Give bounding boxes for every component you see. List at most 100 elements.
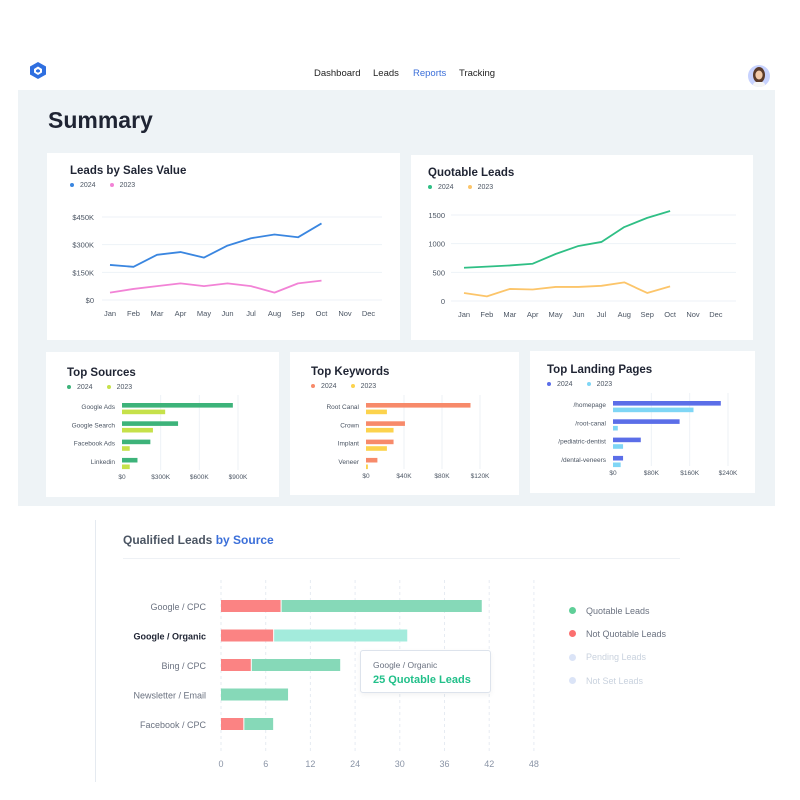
legend-item[interactable]: 2023 bbox=[106, 384, 133, 391]
x-tick-label: 0 bbox=[218, 759, 223, 769]
section-divider-vertical bbox=[95, 520, 96, 782]
tooltip-title: Google / Organic bbox=[373, 660, 438, 670]
line-chart-svg: 0 500 1000 1500 Jan Feb Mar Apr May Jun Jul Aug Sep O… bbox=[428, 210, 736, 319]
x-tick-label: Aug bbox=[618, 310, 631, 319]
x-tick-label: Apr bbox=[175, 309, 187, 318]
x-tick-label: $600K bbox=[190, 474, 209, 481]
title-part: Qualified Leads bbox=[123, 533, 216, 547]
quotable-leads-card: Quotable Leads 2024 2023 0 500 1000 1500 Jan Feb… bbox=[411, 155, 753, 340]
logo[interactable] bbox=[30, 62, 46, 79]
nav-leads[interactable]: Leads bbox=[373, 68, 399, 79]
bar-2023 bbox=[122, 464, 130, 470]
legend-label: 2024 bbox=[77, 384, 93, 391]
category-label: Google Search bbox=[72, 422, 116, 429]
legend-label: 2024 bbox=[80, 182, 96, 189]
legend-label: 2023 bbox=[119, 182, 136, 189]
x-tick-label: Mar bbox=[151, 309, 164, 318]
bar-2023 bbox=[366, 446, 387, 451]
bar-2024 bbox=[122, 439, 151, 445]
page-title: Summary bbox=[48, 107, 153, 133]
x-tick-label: Nov bbox=[686, 310, 700, 319]
category-label: Facebook Ads bbox=[74, 441, 116, 448]
legend-item[interactable]: Not Quotable Leads bbox=[569, 622, 666, 645]
x-tick-label: May bbox=[197, 309, 211, 318]
legend-dot-icon bbox=[70, 183, 74, 188]
category-label: Google Ads bbox=[81, 404, 115, 411]
legend-label: Not Quotable Leads bbox=[586, 628, 667, 639]
x-tick-label: 36 bbox=[439, 759, 449, 769]
chart-legend: 2024 2023 bbox=[70, 182, 135, 189]
bar-2023 bbox=[122, 427, 153, 433]
source-label: Facebook / CPC bbox=[140, 720, 207, 730]
bar-segment-quotable-leads bbox=[281, 600, 482, 612]
qualified-leads-chart: 0 6 12 24 30 36 42 48 Google / CPC Google / Organ… bbox=[133, 580, 539, 769]
x-tick-label: Apr bbox=[527, 310, 539, 319]
category-label: Implant bbox=[338, 441, 360, 448]
legend-item[interactable]: Pending Leads bbox=[569, 646, 666, 669]
legend-label: 2023 bbox=[116, 384, 133, 391]
legend-item[interactable]: 2023 bbox=[467, 184, 493, 191]
category-label: /dental-veneers bbox=[561, 457, 607, 464]
bar-2024 bbox=[613, 455, 624, 461]
legend-dot-icon bbox=[106, 385, 111, 390]
source-label: Google / CPC bbox=[150, 602, 206, 612]
x-tick-label: May bbox=[549, 310, 563, 319]
series-line-2023 bbox=[463, 281, 671, 298]
bar-2023 bbox=[122, 446, 130, 451]
card-title: Leads by Sales Value bbox=[70, 165, 187, 177]
bar-segment-not-quotable-leads bbox=[221, 659, 251, 671]
x-tick-label: Jul bbox=[597, 310, 607, 319]
legend-label: Quotable Leads bbox=[586, 605, 650, 616]
qualified-leads-legend: Quotable Leads Not Quotable Leads Pending … bbox=[569, 599, 666, 692]
leads-by-sales-value-card: Leads by Sales Value 2024 2023 $0 $150K $300K… bbox=[47, 153, 400, 340]
legend-label: Not Set Leads bbox=[586, 675, 644, 686]
x-tick-label: Feb bbox=[127, 309, 140, 318]
nav-reports[interactable]: Reports bbox=[413, 68, 447, 79]
nav-dashboard[interactable]: Dashboard bbox=[314, 68, 361, 79]
x-tick-label: $120K bbox=[471, 473, 490, 480]
legend-item[interactable]: Quotable Leads bbox=[569, 599, 666, 622]
bar-2024 bbox=[366, 439, 394, 445]
legend-item[interactable]: Not Set Leads bbox=[569, 669, 666, 692]
x-tick-label: $900K bbox=[229, 474, 248, 481]
x-tick-label: Jun bbox=[221, 309, 233, 318]
title-divider bbox=[123, 558, 680, 559]
category-label: /homepage bbox=[573, 402, 606, 409]
legend-item[interactable]: 2024 bbox=[547, 381, 573, 388]
y-tick-label: 0 bbox=[441, 297, 445, 306]
x-tick-label: 24 bbox=[350, 759, 360, 769]
x-tick-label: Jun bbox=[572, 310, 584, 319]
bar-2023 bbox=[613, 444, 624, 449]
x-tick-label: $300K bbox=[151, 474, 170, 481]
legend-item[interactable]: 2023 bbox=[586, 381, 612, 388]
legend-item[interactable]: 2024 bbox=[70, 182, 96, 189]
qualified-leads-title: Qualified Leads by Source bbox=[123, 533, 274, 547]
legend-item[interactable]: 2024 bbox=[311, 383, 337, 390]
user-avatar[interactable] bbox=[748, 65, 770, 87]
series-line-2024 bbox=[109, 222, 322, 268]
y-tick-label: $300K bbox=[72, 241, 94, 250]
top-landing-pages-card: Top Landing Pages 2024 2023 $0 $80K $160K $240… bbox=[530, 351, 755, 493]
x-tick-label: Dec bbox=[709, 310, 723, 319]
y-tick-label: $450K bbox=[72, 213, 94, 222]
legend-label: Pending Leads bbox=[586, 652, 647, 663]
x-tick-label: $0 bbox=[362, 473, 370, 480]
card-title: Top Keywords bbox=[311, 366, 390, 378]
legend-item[interactable]: 2024 bbox=[428, 184, 454, 191]
x-tick-label: $0 bbox=[118, 474, 126, 481]
bar-2024 bbox=[366, 403, 471, 408]
legend-dot-icon bbox=[569, 653, 576, 661]
x-tick-label: 12 bbox=[305, 759, 315, 769]
x-tick-label: Feb bbox=[480, 310, 493, 319]
chart-legend: 2024 2023 bbox=[67, 384, 132, 391]
legend-label: 2024 bbox=[438, 184, 454, 191]
legend-item[interactable]: 2023 bbox=[109, 182, 136, 189]
x-tick-label: Nov bbox=[338, 309, 352, 318]
logo-icon bbox=[30, 62, 46, 79]
legend-item[interactable]: 2023 bbox=[350, 383, 376, 390]
legend-item[interactable]: 2024 bbox=[67, 384, 93, 391]
top-sources-card: Top Sources 2024 2023 $0 $300K $600K $900K Goog… bbox=[46, 352, 279, 497]
x-tick-label: Jul bbox=[246, 309, 256, 318]
nav-tracking[interactable]: Tracking bbox=[459, 68, 496, 79]
bar-2023 bbox=[613, 407, 694, 413]
